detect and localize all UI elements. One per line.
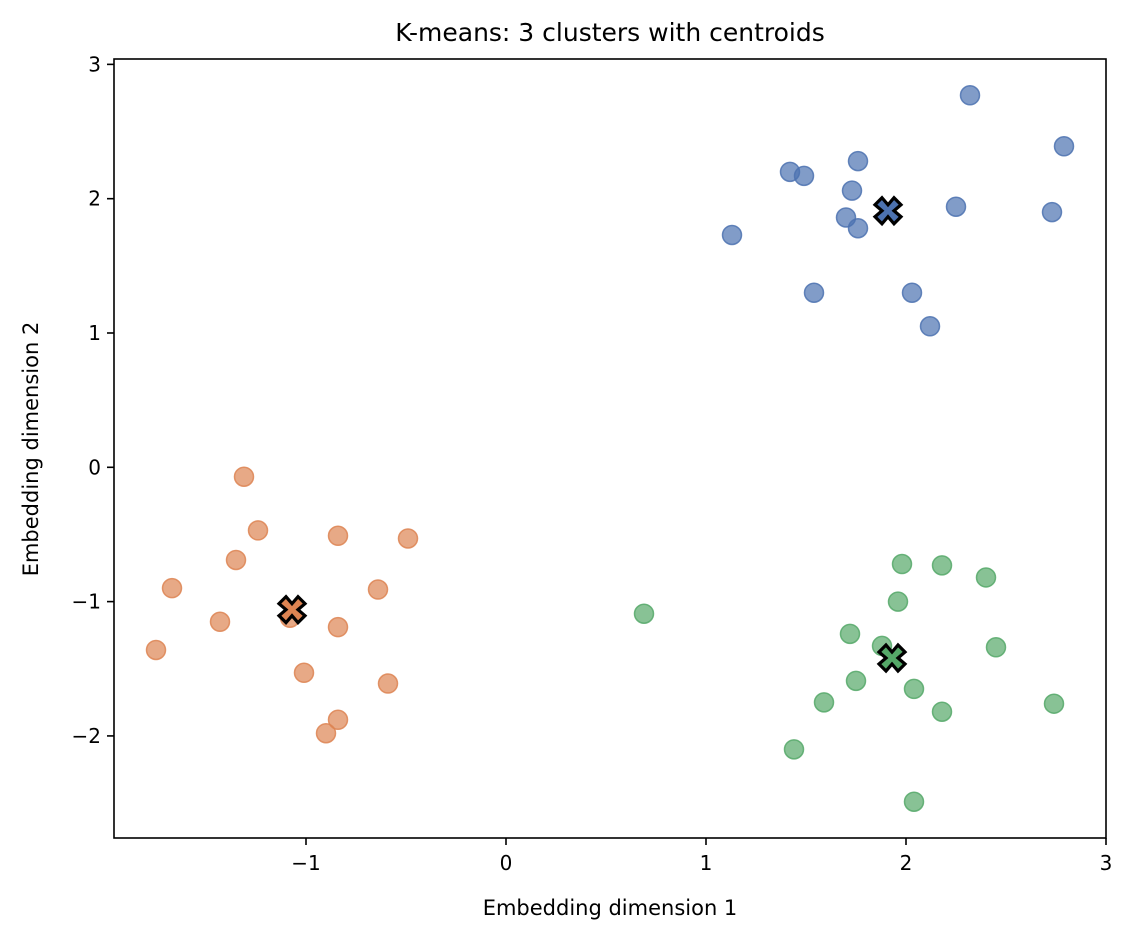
- y-tick-label: −2: [72, 724, 101, 748]
- centroids-layer: [276, 195, 908, 674]
- cluster-2-point: [247, 520, 269, 541]
- cluster-2-centroid-marker: [276, 594, 308, 626]
- cluster-3-point: [813, 692, 835, 713]
- y-tick-label: −1: [72, 590, 101, 614]
- cluster-2-point: [327, 525, 349, 547]
- cluster-3-point: [839, 623, 861, 645]
- y-tick-label: 3: [88, 52, 101, 76]
- cluster-2-point: [209, 611, 231, 633]
- x-tick-label: 2: [900, 851, 913, 875]
- y-tick-label: 0: [88, 455, 101, 479]
- cluster-3-point: [903, 791, 925, 812]
- cluster-2-point: [367, 579, 389, 600]
- cluster-3-point: [1043, 693, 1065, 714]
- cluster-1-centroid-marker: [872, 195, 904, 227]
- cluster-1-point: [959, 85, 981, 106]
- cluster-1-point: [721, 224, 743, 246]
- plot-frame: [113, 58, 1107, 839]
- cluster-1-point: [901, 282, 923, 303]
- chart-title: K-means: 3 clusters with centroids: [395, 18, 825, 47]
- cluster-2-point: [293, 662, 315, 684]
- cluster-3-point: [931, 701, 953, 722]
- cluster-2-point: [397, 528, 419, 549]
- cluster-2-point: [327, 616, 349, 638]
- cluster-3-point: [891, 553, 913, 575]
- x-axis: −1 0 1 2 3: [291, 838, 1112, 875]
- x-axis-label: Embedding dimension 1: [483, 896, 738, 920]
- cluster-1-point: [847, 150, 869, 172]
- points-layer: [145, 85, 1075, 812]
- y-axis-label: Embedding dimension 2: [19, 322, 43, 577]
- cluster-2-point: [377, 673, 399, 694]
- cluster-3-point: [887, 591, 909, 612]
- cluster-2-point: [225, 549, 247, 571]
- cluster-1-point: [945, 196, 967, 217]
- cluster-3-point: [633, 603, 655, 624]
- cluster-2-point: [161, 577, 183, 599]
- x-tick-label: 0: [500, 851, 513, 875]
- cluster-1-point: [919, 316, 941, 337]
- x-tick-label: 3: [1100, 851, 1113, 875]
- cluster-2-point: [233, 466, 255, 487]
- cluster-1-point: [1053, 136, 1075, 157]
- cluster-1-point: [847, 217, 869, 239]
- cluster-1-point: [803, 282, 825, 303]
- cluster-3-centroid-marker: [876, 642, 908, 674]
- cluster-1-point: [841, 180, 863, 201]
- cluster-3-point: [985, 637, 1007, 658]
- cluster-3-point: [845, 670, 867, 692]
- cluster-1-point: [1041, 201, 1063, 223]
- cluster-2-point: [145, 639, 167, 661]
- y-tick-label: 1: [88, 321, 101, 345]
- x-tick-label: 1: [700, 851, 713, 875]
- cluster-3-point: [931, 555, 953, 576]
- cluster-3-point: [975, 567, 997, 588]
- cluster-3-point: [783, 739, 805, 760]
- x-tick-label: −1: [291, 851, 320, 875]
- cluster-2-point: [315, 722, 337, 744]
- y-axis: −2 −1 0 1 2 3: [72, 52, 114, 748]
- cluster-1-point: [793, 165, 815, 187]
- cluster-3-point: [903, 678, 925, 700]
- cluster-2-point: [327, 709, 349, 731]
- y-tick-label: 2: [88, 187, 101, 211]
